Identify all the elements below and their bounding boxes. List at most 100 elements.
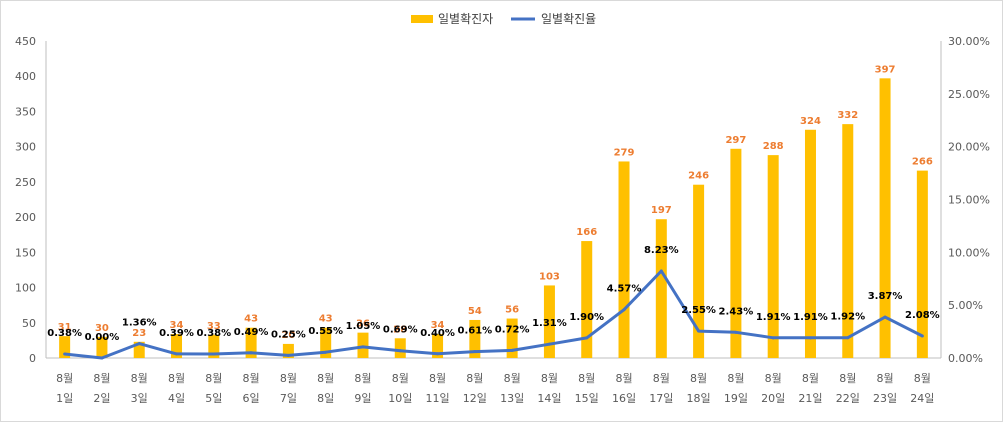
x-tick-label-day: 12일 <box>463 391 487 405</box>
x-tick-label-day: 7일 <box>280 391 297 405</box>
rate-value-label: 1.90% <box>569 312 604 323</box>
bar <box>282 343 294 358</box>
bar <box>916 170 928 358</box>
bar-value-label: 397 <box>875 64 896 75</box>
rate-point <box>286 353 290 357</box>
rate-point <box>734 330 738 334</box>
rate-point <box>547 342 551 346</box>
rate-value-label: 2.08% <box>905 310 940 321</box>
x-tick-label-day: 9일 <box>354 391 371 405</box>
x-tick-label-month: 8월 <box>466 372 483 385</box>
y-right-tick-label: 25.00% <box>948 88 990 101</box>
rate-point <box>324 350 328 354</box>
rate-value-label: 1.92% <box>830 312 865 323</box>
rate-point <box>137 342 141 346</box>
line-series <box>63 269 924 360</box>
bar-value-label: 297 <box>725 135 746 146</box>
bar <box>96 336 108 358</box>
rate-point <box>920 334 924 338</box>
bar <box>543 285 555 358</box>
y-right-tick-label: 20.00% <box>948 141 990 154</box>
rate-point <box>659 269 663 273</box>
legend-line-label: 일별확진율 <box>541 12 596 26</box>
rate-value-label: 0.72% <box>495 324 530 335</box>
bar-value-label: 34 <box>431 320 445 331</box>
rate-point <box>473 350 477 354</box>
bar-value-label: 20 <box>281 330 295 341</box>
bar <box>133 341 145 358</box>
x-tick-label-day: 14일 <box>537 391 561 405</box>
bar-value-label: 197 <box>651 205 672 216</box>
rate-value-label: 1.05% <box>346 321 381 332</box>
rate-line <box>64 269 924 360</box>
y-right-tick-label: 5.00% <box>948 299 983 312</box>
y-right-tick-label: 30.00% <box>948 35 990 48</box>
y-left-tick-label: 250 <box>15 176 36 189</box>
x-tick-label-day: 19일 <box>724 391 748 405</box>
bar <box>655 219 667 358</box>
bar-value-label: 266 <box>912 157 933 168</box>
x-tick-label-day: 2일 <box>93 391 110 405</box>
rate-value-label: 0.55% <box>308 326 343 337</box>
bar-value-label: 43 <box>244 314 258 325</box>
rate-point <box>175 352 179 356</box>
rate-value-label: 0.38% <box>196 328 231 339</box>
rate-value-label: 0.39% <box>159 328 194 339</box>
bar <box>879 78 891 358</box>
x-tick-label-day: 15일 <box>575 391 599 405</box>
y-right-tick-label: 10.00% <box>948 246 990 259</box>
x-tick-label-day: 18일 <box>687 391 711 405</box>
bar <box>208 334 220 358</box>
y-left-tick-label: 200 <box>15 211 36 224</box>
rate-value-label: 0.40% <box>420 328 455 339</box>
legend: 일별확진자 일별확진율 <box>411 12 596 26</box>
rate-value-label: 0.61% <box>458 326 493 337</box>
x-tick-label-month: 8월 <box>392 372 409 385</box>
x-tick-label-month: 8월 <box>317 372 334 385</box>
bar-value-label: 34 <box>170 320 184 331</box>
x-tick-label-day: 8일 <box>317 391 334 405</box>
rate-value-label: 1.36% <box>122 318 157 329</box>
rate-point <box>771 336 775 340</box>
x-tick-label-month: 8월 <box>765 372 782 385</box>
bar-value-label: 33 <box>207 321 221 332</box>
rate-value-label: 2.43% <box>719 306 754 317</box>
bar <box>767 155 779 358</box>
data-labels: 31 30 23 34 33 43 20 43 36 28 34 54 56 103 166 279 197 24… <box>47 64 939 343</box>
x-tick-label-month: 8월 <box>354 372 371 385</box>
bar <box>469 319 481 358</box>
rate-value-label: 0.69% <box>383 325 418 336</box>
bar-value-label: 43 <box>319 314 333 325</box>
bar-value-label: 288 <box>763 141 784 152</box>
y-left-tick-label: 150 <box>15 246 36 259</box>
bar-value-label: 36 <box>356 319 370 330</box>
x-tick-label-month: 8월 <box>877 372 894 385</box>
bar-value-label: 31 <box>58 322 72 333</box>
y-left-tick-label: 0 <box>29 352 36 365</box>
rate-point <box>510 348 514 352</box>
bar <box>171 334 183 358</box>
rate-value-label: 1.31% <box>532 318 567 329</box>
y-right-tick-label: 15.00% <box>948 194 990 207</box>
bar-value-label: 324 <box>800 116 821 127</box>
x-tick-label-day: 23일 <box>873 391 897 405</box>
x-tick-label-day: 21일 <box>798 391 822 405</box>
bar <box>432 334 444 358</box>
bar <box>59 336 71 358</box>
y-left-tick-label: 450 <box>15 35 36 48</box>
x-tick-label-day: 5일 <box>205 391 222 405</box>
x-tick-label-day: 4일 <box>168 391 185 405</box>
x-tick-label-month: 8월 <box>839 372 856 385</box>
rate-point <box>212 352 216 356</box>
rate-point <box>846 336 850 340</box>
x-tick-label-month: 8월 <box>243 372 260 385</box>
x-tick-label-day: 6일 <box>243 391 260 405</box>
bar-value-label: 103 <box>539 271 560 282</box>
bar-value-label: 56 <box>505 305 519 316</box>
x-tick-label-day: 3일 <box>131 391 148 405</box>
x-tick-label-month: 8월 <box>280 372 297 385</box>
x-tick-label-month: 8월 <box>429 372 446 385</box>
y-left-tick-label: 350 <box>15 105 36 118</box>
x-tick-label-month: 8월 <box>653 372 670 385</box>
